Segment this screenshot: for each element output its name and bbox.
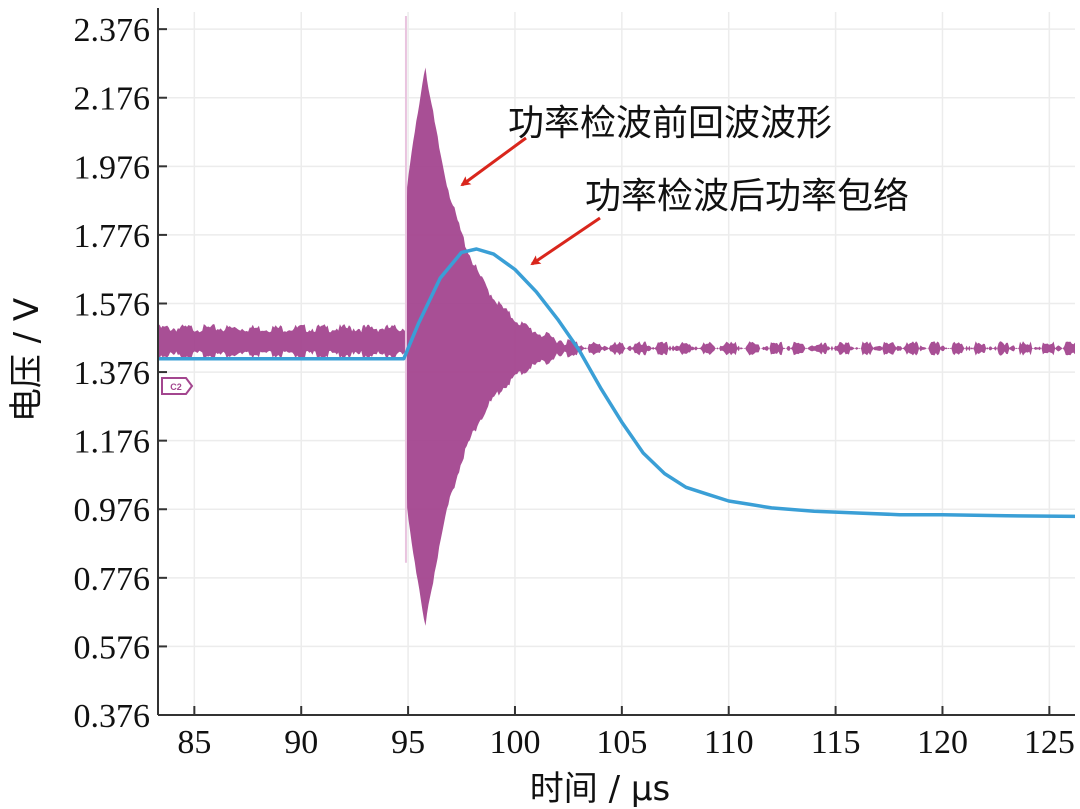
tick-labels: 0.376 0.576 0.776 0.976 1.176 1.376 1.576 1.776… bbox=[74, 12, 1075, 761]
series-raw-echo-band bbox=[158, 67, 1075, 626]
y-tick-label: 0.576 bbox=[74, 629, 151, 666]
y-tick-label: 1.776 bbox=[74, 218, 151, 255]
plot-area bbox=[158, 16, 1076, 626]
x-tick-label: 110 bbox=[704, 724, 754, 761]
annotation-envelope: 功率检波后功率包络 bbox=[585, 176, 909, 217]
y-axis-title: 电压 / V bbox=[7, 298, 47, 422]
y-tick-label: 0.776 bbox=[74, 561, 151, 598]
x-axis-title: 时间 / μs bbox=[530, 769, 670, 809]
y-tick-label: 2.176 bbox=[74, 81, 151, 118]
y-tick-label: 0.976 bbox=[74, 492, 151, 529]
x-tick-label: 115 bbox=[811, 724, 861, 761]
channel-marker-label: C2 bbox=[170, 382, 182, 392]
y-tick-label: 2.376 bbox=[74, 12, 151, 49]
grid bbox=[158, 12, 1075, 716]
x-tick-label: 95 bbox=[391, 724, 425, 761]
y-tick-label: 1.976 bbox=[74, 149, 151, 186]
axes bbox=[157, 8, 1075, 716]
x-tick-label: 85 bbox=[177, 724, 211, 761]
x-tick-label: 125 bbox=[1024, 724, 1075, 761]
x-tick-label: 120 bbox=[917, 724, 968, 761]
x-tick-label: 100 bbox=[489, 724, 540, 761]
y-tick-label: 1.176 bbox=[74, 424, 151, 461]
x-tick-label: 90 bbox=[284, 724, 318, 761]
series-envelope-line bbox=[158, 247, 1076, 519]
y-tick-label: 1.576 bbox=[74, 286, 151, 323]
annotation-raw-echo-arrow bbox=[460, 136, 527, 187]
x-tick-label: 105 bbox=[596, 724, 647, 761]
channel-marker: C2 bbox=[161, 377, 194, 395]
annotation-envelope-arrow bbox=[530, 216, 601, 266]
y-tick-label: 1.376 bbox=[74, 355, 151, 392]
y-tick-label: 0.376 bbox=[74, 698, 151, 735]
annotation-raw-echo: 功率检波前回波波形 bbox=[508, 103, 832, 144]
